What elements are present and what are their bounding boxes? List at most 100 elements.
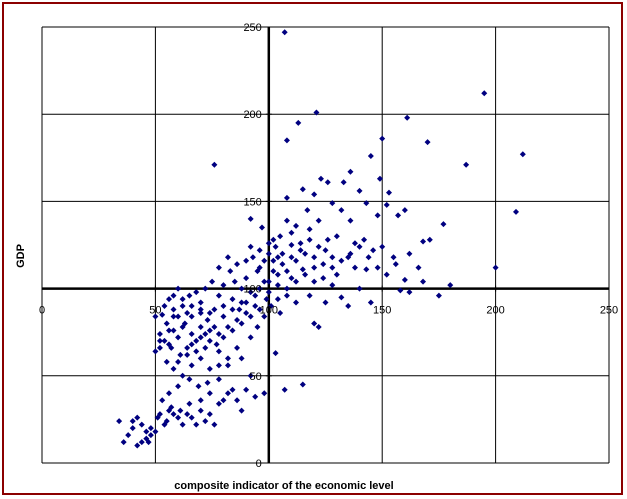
data-point-77 [193, 289, 200, 296]
data-point-86 [175, 334, 182, 341]
data-point-135 [252, 393, 259, 400]
data-point-22 [386, 189, 393, 196]
data-point-279 [270, 236, 277, 243]
data-point-268 [265, 240, 272, 247]
data-point-112 [152, 348, 159, 355]
data-point-254 [224, 323, 231, 330]
data-point-102 [229, 327, 236, 334]
data-point-258 [188, 303, 195, 310]
data-point-116 [188, 362, 195, 369]
data-point-235 [324, 236, 331, 243]
data-point-206 [156, 330, 163, 337]
data-point-34 [333, 233, 340, 240]
data-point-217 [256, 285, 263, 292]
data-point-111 [156, 344, 163, 351]
data-point-194 [238, 407, 245, 414]
y-axis-title: GDP [15, 244, 27, 268]
data-point-249 [320, 275, 327, 282]
data-point-189 [193, 421, 200, 428]
data-point-230 [374, 264, 381, 271]
data-point-88 [188, 313, 195, 320]
data-point-216 [247, 289, 254, 296]
data-point-272 [306, 226, 313, 233]
data-point-69 [238, 285, 245, 292]
data-point-144 [406, 289, 413, 296]
data-point-184 [134, 442, 141, 449]
data-point-128 [186, 400, 193, 407]
data-point-201 [188, 330, 195, 337]
data-point-153 [293, 299, 300, 306]
data-point-145 [492, 264, 499, 271]
data-point-50 [361, 236, 368, 243]
data-point-40 [247, 215, 254, 222]
y-tick-label-100: 100 [243, 284, 261, 296]
data-point-149 [356, 285, 363, 292]
data-point-1 [481, 90, 488, 97]
data-point-14 [347, 168, 354, 175]
data-point-3 [519, 151, 526, 158]
data-point-224 [320, 261, 327, 268]
data-point-55 [401, 276, 408, 283]
data-point-13 [299, 186, 306, 193]
data-point-277 [288, 254, 295, 261]
data-point-0 [281, 29, 288, 36]
data-point-274 [256, 247, 263, 254]
data-point-90 [204, 316, 211, 323]
data-point-62 [279, 261, 286, 268]
data-point-79 [175, 285, 182, 292]
y-tick-label-250: 250 [243, 22, 261, 34]
data-point-65 [261, 278, 268, 285]
data-point-10 [211, 161, 218, 168]
x-tick-label-50: 50 [149, 305, 161, 317]
data-point-257 [197, 306, 204, 313]
data-point-275 [247, 243, 254, 250]
data-point-91 [211, 323, 218, 330]
y-tick-label-50: 50 [250, 371, 262, 383]
scatter-chart: 0 50 100 150 200 250 0 50 100 150 200 250 composit… [15, 22, 618, 492]
data-point-244 [274, 296, 281, 303]
data-point-241 [224, 254, 231, 261]
data-point-232 [392, 261, 399, 268]
data-point-221 [293, 257, 300, 264]
data-point-143 [367, 299, 374, 306]
data-point-121 [195, 383, 202, 390]
data-point-11 [367, 153, 374, 160]
data-point-246 [293, 278, 300, 285]
data-point-64 [270, 268, 277, 275]
data-point-259 [179, 296, 186, 303]
data-point-44 [288, 242, 295, 248]
data-point-219 [274, 271, 281, 278]
data-point-252 [243, 310, 250, 317]
data-point-247 [302, 271, 309, 278]
data-point-199 [206, 337, 213, 344]
data-point-192 [220, 397, 227, 404]
data-point-190 [202, 418, 209, 425]
data-point-155 [277, 310, 284, 317]
data-point-4 [404, 114, 411, 121]
data-point-181 [156, 411, 163, 418]
data-point-42 [265, 250, 272, 257]
data-point-20 [283, 194, 290, 201]
data-point-245 [283, 285, 290, 292]
data-point-266 [197, 334, 204, 341]
data-point-234 [351, 240, 358, 247]
data-point-154 [283, 292, 290, 299]
data-point-127 [177, 407, 184, 414]
data-point-103 [220, 334, 227, 341]
data-point-218 [265, 278, 272, 285]
chart-frame: 0 50 100 150 200 250 0 50 100 150 200 250 composit… [2, 2, 623, 495]
data-point-84 [163, 320, 170, 327]
x-tick-label-0: 0 [39, 305, 45, 317]
data-point-78 [186, 292, 193, 299]
data-point-94 [236, 306, 243, 313]
data-point-255 [215, 330, 222, 337]
data-point-182 [161, 421, 168, 428]
data-point-33 [338, 207, 345, 214]
data-point-60 [299, 266, 306, 273]
data-point-197 [224, 362, 231, 369]
data-point-36 [304, 207, 311, 214]
data-point-191 [211, 421, 218, 428]
y-tick-label-0: 0 [256, 458, 262, 470]
data-point-136 [261, 390, 268, 397]
data-point-220 [283, 268, 290, 275]
